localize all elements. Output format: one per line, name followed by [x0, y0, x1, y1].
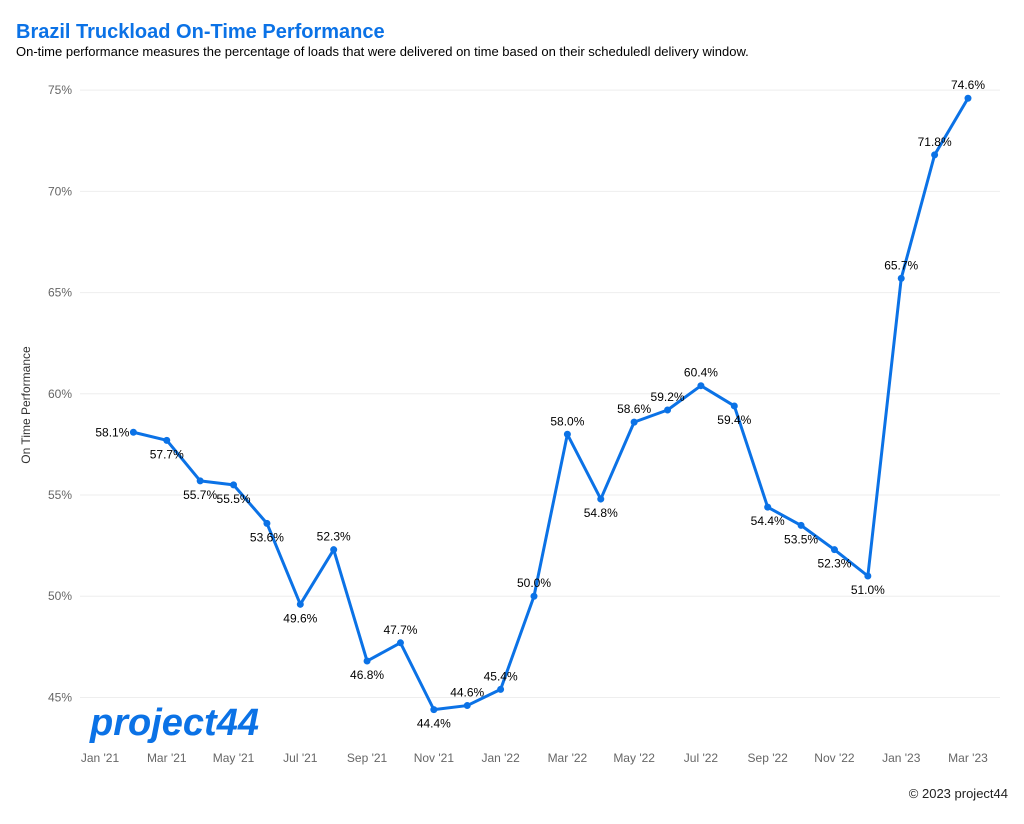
- point: [163, 436, 171, 444]
- data-label: 59.4%: [717, 413, 751, 427]
- chart-title: Brazil Truckload On-Time Performance: [16, 21, 385, 43]
- point: [730, 402, 738, 410]
- x-tick-label: Jan '23: [882, 751, 921, 765]
- x-tick-label: Sep '22: [748, 751, 789, 765]
- point: [497, 685, 505, 693]
- data-label: 65.7%: [884, 258, 918, 272]
- data-label: 50.0%: [517, 576, 551, 590]
- data-label: 58.0%: [550, 414, 584, 428]
- point: [263, 519, 271, 527]
- point: [430, 706, 438, 714]
- data-label: 74.6%: [951, 78, 985, 92]
- data-label: 53.6%: [250, 530, 284, 544]
- x-tick-label: Sep '21: [347, 751, 388, 765]
- chart-subtitle: On-time performance measures the percent…: [16, 44, 749, 59]
- point: [697, 382, 705, 390]
- data-label: 49.6%: [283, 611, 317, 625]
- y-axis-label: On Time Performance: [19, 346, 33, 464]
- y-tick-label: 50%: [48, 589, 72, 603]
- data-label: 59.2%: [651, 390, 685, 404]
- point: [530, 592, 538, 600]
- point: [396, 639, 404, 647]
- point: [764, 503, 772, 511]
- point: [597, 495, 605, 503]
- y-tick-label: 75%: [48, 83, 72, 97]
- x-tick-label: Nov '22: [814, 751, 855, 765]
- y-tick-label: 45%: [48, 690, 72, 704]
- point: [864, 572, 872, 580]
- logo: project44: [89, 702, 259, 744]
- point: [830, 546, 838, 554]
- point: [897, 274, 905, 282]
- data-label: 54.4%: [751, 514, 785, 528]
- data-label: 57.7%: [150, 447, 184, 461]
- data-label: 53.5%: [784, 532, 818, 546]
- x-tick-label: Mar '21: [147, 751, 187, 765]
- y-tick-label: 55%: [48, 488, 72, 502]
- point: [563, 430, 571, 438]
- x-tick-label: May '21: [213, 751, 255, 765]
- point: [230, 481, 238, 489]
- point: [296, 600, 304, 608]
- x-tick-label: Jul '22: [684, 751, 719, 765]
- data-label: 44.6%: [450, 686, 484, 700]
- x-tick-label: Jan '22: [481, 751, 520, 765]
- footer: © 2023 project44: [909, 786, 1008, 801]
- x-tick-label: May '22: [613, 751, 655, 765]
- point: [664, 406, 672, 414]
- data-label: 45.4%: [484, 669, 518, 683]
- line: [133, 97, 970, 712]
- x-tick-label: Mar '22: [548, 751, 588, 765]
- y-tick-label: 60%: [48, 387, 72, 401]
- point: [931, 151, 939, 159]
- data-label: 55.5%: [217, 492, 251, 506]
- point: [964, 94, 972, 102]
- data-label: 44.4%: [417, 717, 451, 731]
- data-label: 46.8%: [350, 668, 384, 682]
- y-tick-label: 70%: [48, 184, 72, 198]
- x-tick-label: Jan '21: [81, 751, 120, 765]
- x-tick-label: Nov '21: [414, 751, 455, 765]
- x-tick-label: Jul '21: [283, 751, 318, 765]
- data-label: 51.0%: [851, 583, 885, 597]
- point: [129, 428, 137, 436]
- point: [797, 521, 805, 529]
- data-label: 54.8%: [584, 506, 618, 520]
- data-label: 58.6%: [617, 402, 651, 416]
- point: [363, 657, 371, 665]
- point: [330, 546, 338, 554]
- data-label: 52.3%: [317, 530, 351, 544]
- data-label: 60.4%: [684, 366, 718, 380]
- point: [630, 418, 638, 426]
- data-label: 71.8%: [918, 135, 952, 149]
- data-label: 52.3%: [817, 557, 851, 571]
- data-label: 58.1%: [95, 425, 129, 439]
- y-tick-label: 65%: [48, 286, 72, 300]
- point: [196, 477, 204, 485]
- x-tick-label: Mar '23: [948, 751, 988, 765]
- data-label: 47.7%: [383, 623, 417, 637]
- point: [463, 702, 471, 710]
- data-label: 55.7%: [183, 488, 217, 502]
